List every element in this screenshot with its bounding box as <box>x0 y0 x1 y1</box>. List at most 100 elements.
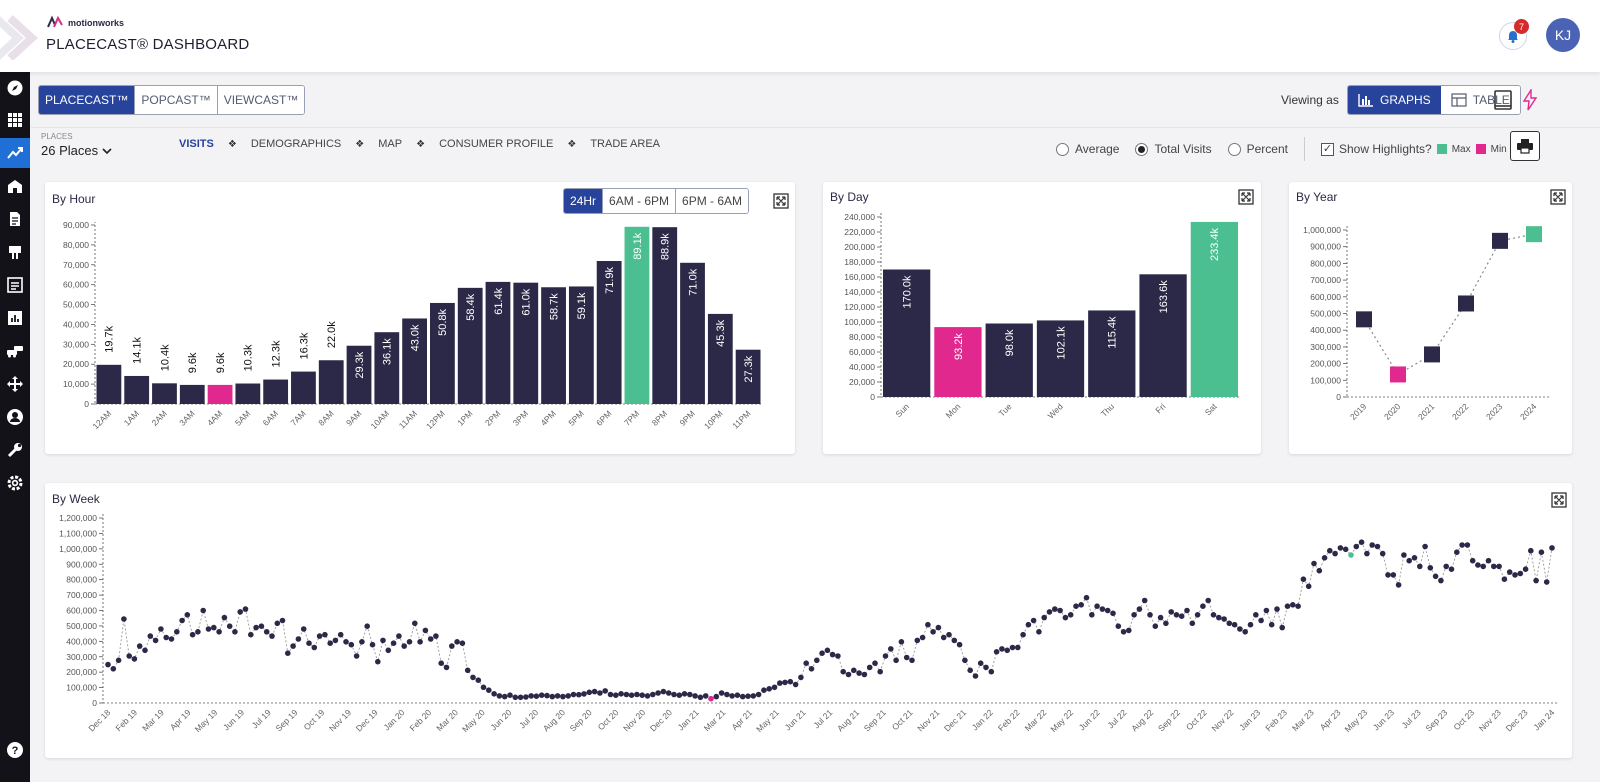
data-point <box>1062 614 1069 621</box>
data-point <box>1364 550 1370 557</box>
x-tick-label: Mar 20 <box>434 707 460 733</box>
x-tick-label: Dec 23 <box>1504 707 1530 733</box>
data-point <box>1411 555 1418 561</box>
y-tick-label: 80,000 <box>849 332 875 342</box>
bar <box>568 286 594 404</box>
sidebar-item-profile[interactable] <box>0 402 30 432</box>
table-label: TABLE <box>1472 93 1510 107</box>
sidebar-item-apps[interactable] <box>0 105 30 135</box>
x-tick-label: Sep 20 <box>568 707 594 733</box>
user-avatar[interactable]: KJ <box>1546 18 1580 52</box>
nav-consumer-profile[interactable]: CONSUMER PROFILE <box>439 138 554 150</box>
sidebar-item-settings[interactable] <box>0 468 30 498</box>
x-tick-label: Oct 21 <box>890 707 915 732</box>
data-point <box>739 693 746 700</box>
diamond-separator-icon: ❖ <box>567 138 577 150</box>
sidebar-item-traffic[interactable] <box>0 336 30 366</box>
x-tick-label: 6PM <box>594 408 613 427</box>
x-tick-label: 4PM <box>539 408 558 427</box>
data-point <box>1036 629 1042 635</box>
data-point <box>327 640 334 646</box>
range-6pm-6am[interactable]: 6PM - 6AM <box>676 189 749 213</box>
radio-button-selected[interactable] <box>1135 142 1149 156</box>
notification-count-badge: 7 <box>1514 19 1529 34</box>
data-point <box>634 691 640 698</box>
print-button[interactable] <box>1510 131 1540 161</box>
tab-placecast[interactable]: PLACECAST™ <box>39 86 136 114</box>
radio-total-visits[interactable]: Total Visits <box>1135 142 1212 156</box>
data-point <box>396 633 402 639</box>
expand-icon[interactable] <box>1238 189 1254 205</box>
time-range-toggle: 24Hr 6AM - 6PM 6PM - 6AM <box>563 188 750 214</box>
nav-map[interactable]: MAP <box>378 138 403 150</box>
data-point <box>565 693 571 699</box>
data-point <box>549 693 556 700</box>
checklist-icon <box>7 277 23 293</box>
sidebar-item-places[interactable] <box>0 171 30 201</box>
bar <box>207 384 233 404</box>
graphs-view-button[interactable]: GRAPHS <box>1348 86 1441 114</box>
compass-icon <box>7 80 23 96</box>
sidebar-item-trends[interactable] <box>0 138 30 168</box>
highlights-checkbox[interactable]: ✓ <box>1320 142 1334 156</box>
radio-button[interactable] <box>1056 142 1069 156</box>
nav-demographics[interactable]: DEMOGRAPHICS <box>250 138 342 150</box>
data-point <box>1221 616 1227 622</box>
data-point <box>1390 366 1406 383</box>
sidebar-item-billboards[interactable] <box>0 237 30 267</box>
data-point <box>919 634 926 641</box>
show-highlights-toggle[interactable]: ✓ Show Highlights? Max Min <box>1320 142 1507 156</box>
x-tick-label: Jul 21 <box>811 707 834 730</box>
range-6am-6pm[interactable]: 6AM - 6PM <box>603 189 677 213</box>
data-label: 10.3k <box>243 344 255 371</box>
sidebar-item-tasks[interactable] <box>0 270 30 300</box>
sidebar-item-tools[interactable] <box>0 435 30 465</box>
data-point <box>1522 566 1529 572</box>
data-point <box>1533 577 1539 584</box>
data-point <box>829 651 836 658</box>
tab-popcast[interactable]: POPCAST™ <box>135 86 218 114</box>
expand-icon[interactable] <box>773 193 789 209</box>
data-point <box>607 691 614 698</box>
data-point <box>1126 627 1132 634</box>
by-week-chart: 0 100,000 200,000 300,000 400,000 500,000 600,… <box>59 513 1557 734</box>
radio-average[interactable]: Average <box>1056 142 1119 156</box>
nav-visits[interactable]: VISITS <box>179 138 214 150</box>
data-point <box>1226 620 1233 627</box>
data-label: 88.9k <box>660 233 672 260</box>
radio-button[interactable] <box>1227 142 1241 156</box>
places-label: PLACES <box>41 132 73 141</box>
data-point <box>163 634 169 641</box>
brand-logo[interactable]: motionworks <box>46 14 124 32</box>
radio-average-label: Average <box>1075 142 1120 156</box>
expand-icon[interactable] <box>1550 189 1566 205</box>
expand-icon[interactable] <box>1551 492 1567 508</box>
data-point <box>771 684 778 691</box>
data-point <box>613 692 619 698</box>
sidebar-item-help[interactable]: ? <box>0 735 30 765</box>
range-24hr[interactable]: 24Hr <box>564 189 604 213</box>
notifications-button[interactable]: 7 <box>1499 19 1529 50</box>
x-tick-label: 11PM <box>730 408 752 430</box>
buildings-icon <box>8 180 22 193</box>
tab-viewcast[interactable]: VIEWCAST™ <box>217 86 305 114</box>
data-point <box>734 692 741 698</box>
lightning-icon[interactable] <box>1519 89 1541 111</box>
sidebar-item-movement[interactable] <box>0 369 30 399</box>
radio-percent[interactable]: Percent <box>1227 142 1288 156</box>
data-point <box>274 620 281 627</box>
data-point <box>1231 621 1238 628</box>
nav-trade-area[interactable]: TRADE AREA <box>590 138 661 150</box>
sidebar-item-reports[interactable] <box>0 204 30 234</box>
data-point <box>1115 623 1122 629</box>
notebook-icon[interactable] <box>1492 89 1514 111</box>
metric-options: Average Total Visits Percent ✓ Show High… <box>1056 137 1507 161</box>
places-dropdown[interactable]: 26 Places <box>41 143 112 158</box>
x-tick-label: Jun 23 <box>1371 707 1396 732</box>
data-point <box>1131 612 1137 618</box>
data-point <box>956 641 963 648</box>
sidebar-item-explore[interactable] <box>0 73 30 103</box>
sidebar-item-analytics[interactable] <box>0 303 30 333</box>
y-tick-label: 0 <box>92 698 97 708</box>
data-point <box>782 679 788 686</box>
